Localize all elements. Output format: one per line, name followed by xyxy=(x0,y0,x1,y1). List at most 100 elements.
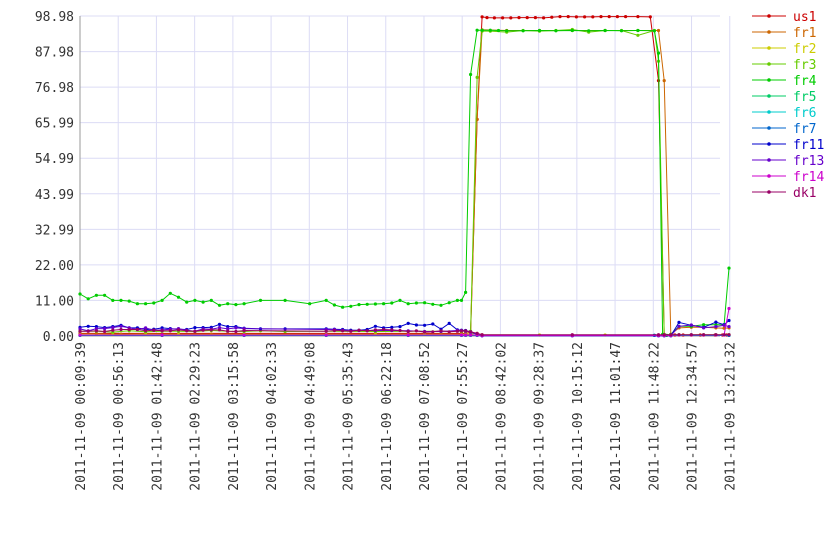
data-point-us1 xyxy=(517,16,521,20)
data-point-dk1 xyxy=(439,329,443,333)
x-tick-label: 2011-11-09 12:34:57 xyxy=(686,342,701,491)
data-point-dk1 xyxy=(111,328,115,332)
data-point-fr3 xyxy=(636,33,640,37)
data-point-fr4 xyxy=(423,301,427,305)
data-point-fr4 xyxy=(447,301,451,305)
x-tick-label: 2011-11-09 09:28:37 xyxy=(533,342,548,491)
data-point-fr4 xyxy=(226,302,230,306)
data-point-us1 xyxy=(509,16,513,20)
legend-label: fr7 xyxy=(793,122,816,137)
legend-marker xyxy=(767,158,771,162)
x-tick-label: 2011-11-09 11:48:22 xyxy=(647,342,662,491)
data-point-us1 xyxy=(558,15,562,19)
data-point-us1 xyxy=(480,15,484,19)
data-point-dk1 xyxy=(217,328,222,332)
legend-item-fr11: fr11 xyxy=(752,138,824,153)
data-point-fr4 xyxy=(308,302,312,306)
data-point-us1 xyxy=(624,15,628,19)
data-point-dk1 xyxy=(469,330,473,334)
legend-marker xyxy=(767,94,771,98)
data-point-dk1 xyxy=(455,329,459,333)
x-tick-label: 2011-11-09 00:09:39 xyxy=(74,342,89,491)
data-point-fr13 xyxy=(94,327,98,331)
data-point-dk1 xyxy=(341,329,345,333)
data-point-fr14 xyxy=(242,333,246,337)
data-point-fr14 xyxy=(406,333,410,337)
legend-item-fr7: fr7 xyxy=(752,122,816,137)
y-tick-label: 87.98 xyxy=(35,46,74,61)
data-point-fr4 xyxy=(242,302,246,306)
data-point-fr11 xyxy=(398,325,402,329)
x-tick-label: 2011-11-09 01:42:48 xyxy=(150,342,165,491)
data-point-fr13 xyxy=(217,326,222,330)
data-point-fr4 xyxy=(283,298,287,302)
data-point-us1 xyxy=(648,15,652,19)
y-tick-label: 54.99 xyxy=(35,152,74,167)
data-point-fr4 xyxy=(127,299,131,303)
data-point-fr4 xyxy=(201,300,205,304)
data-point-us1 xyxy=(583,15,587,19)
data-point-fr14 xyxy=(78,333,82,337)
data-point-dk1 xyxy=(373,328,377,332)
data-point-fr11 xyxy=(727,318,731,323)
y-tick-label: 0.00 xyxy=(43,330,74,345)
legend-label: us1 xyxy=(793,10,816,25)
data-point-fr14 xyxy=(324,333,328,337)
data-point-dk1 xyxy=(464,329,468,333)
data-point-fr13 xyxy=(119,324,123,328)
legend-item-fr4: fr4 xyxy=(752,74,817,89)
data-point-fr14 xyxy=(459,333,464,337)
data-point-dk1 xyxy=(332,328,336,333)
data-point-fr13 xyxy=(234,326,238,330)
data-point-dk1 xyxy=(135,327,139,332)
legend-marker xyxy=(767,126,771,130)
x-tick-label: 2011-11-09 07:08:52 xyxy=(418,342,433,491)
data-point-fr4 xyxy=(332,303,336,307)
data-point-fr4 xyxy=(652,29,657,33)
y-tick-label: 43.99 xyxy=(35,188,74,203)
data-point-us1 xyxy=(550,15,554,19)
legend-label: fr14 xyxy=(793,170,824,185)
data-point-us1 xyxy=(591,15,595,19)
data-point-fr4 xyxy=(185,300,189,304)
legend-item-fr13: fr13 xyxy=(752,154,824,169)
data-point-fr13 xyxy=(677,324,681,328)
data-point-us1 xyxy=(615,15,620,19)
data-point-dk1 xyxy=(431,330,435,334)
data-point-dk1 xyxy=(119,327,123,332)
data-point-fr11 xyxy=(217,322,222,326)
legend-item-fr5: fr5 xyxy=(752,90,816,105)
data-point-fr4 xyxy=(258,298,263,302)
data-point-fr4 xyxy=(341,305,345,309)
data-point-dk1 xyxy=(144,329,148,333)
data-point-fr4 xyxy=(135,302,139,306)
data-point-fr4 xyxy=(537,28,542,33)
data-point-fr4 xyxy=(480,28,484,32)
legend-label: dk1 xyxy=(793,186,816,201)
data-point-fr14 xyxy=(464,333,468,337)
data-point-fr13 xyxy=(78,327,82,331)
data-point-fr4 xyxy=(234,303,238,307)
legend-marker xyxy=(767,62,771,66)
legend-label: fr3 xyxy=(793,58,816,73)
y-tick-label: 22.00 xyxy=(35,259,74,274)
data-point-us1 xyxy=(501,16,505,20)
legend-item-fr6: fr6 xyxy=(752,106,816,121)
data-point-dk1 xyxy=(357,328,361,332)
data-point-fr4 xyxy=(475,28,479,32)
data-point-fr13 xyxy=(144,326,148,330)
legend-label: fr5 xyxy=(793,90,816,105)
legend-label: fr13 xyxy=(793,154,824,169)
data-point-dk1 xyxy=(349,329,353,333)
data-point-dk1 xyxy=(390,328,394,332)
data-point-fr4 xyxy=(94,293,98,297)
data-point-fr11 xyxy=(414,323,418,327)
legend-marker xyxy=(767,190,771,194)
data-point-fr13 xyxy=(702,326,706,330)
data-point-dk1 xyxy=(185,329,189,333)
data-point-fr4 xyxy=(459,298,464,302)
data-point-fr11 xyxy=(373,324,377,328)
data-point-fr13 xyxy=(226,327,230,331)
data-point-dk1 xyxy=(727,333,731,337)
